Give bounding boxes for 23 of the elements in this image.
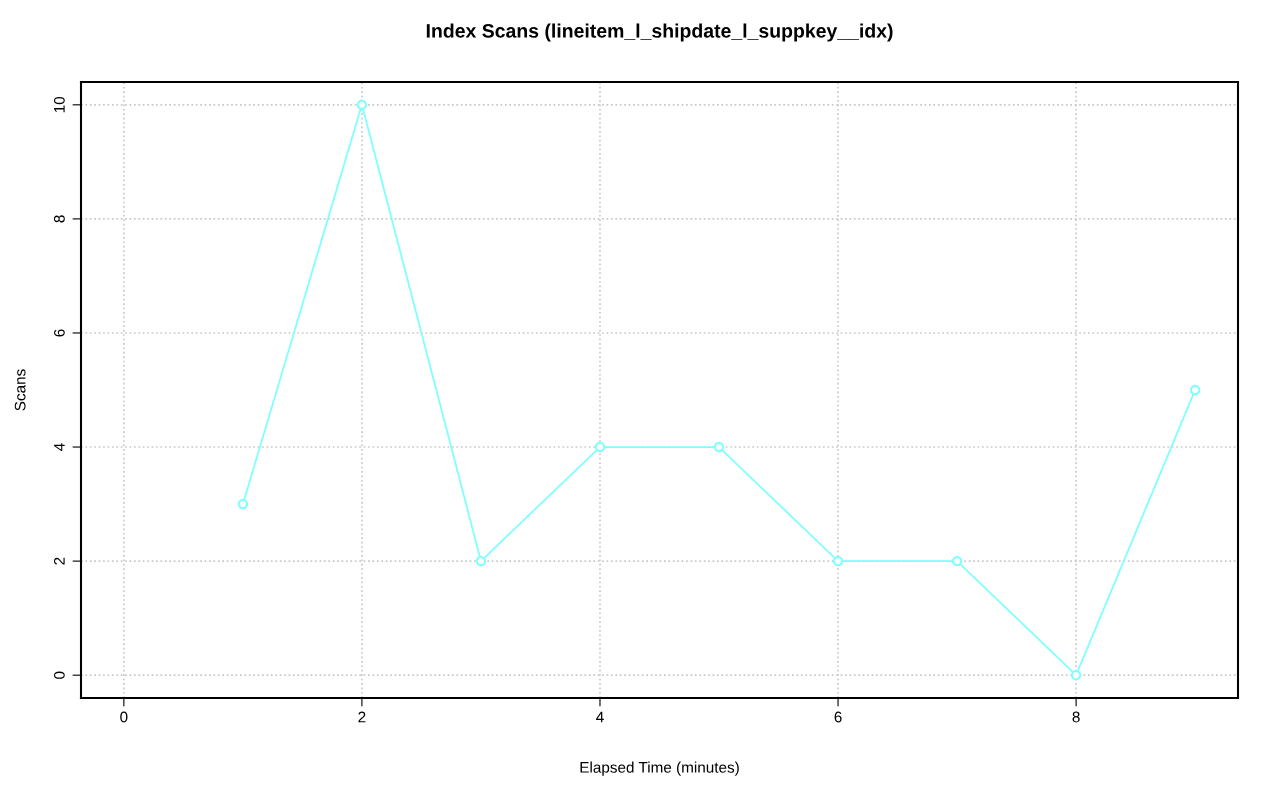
point: [832, 555, 844, 567]
point: [951, 555, 963, 567]
x-tick-label: 6: [834, 711, 842, 723]
y-axis-title: Scans: [14, 369, 26, 411]
y-tick-label: 10: [53, 96, 65, 113]
x-axis-title: Elapsed Time (minutes): [580, 761, 739, 776]
y-tick-label: 6: [53, 329, 65, 337]
y-tick-label: 2: [53, 557, 65, 565]
point: [713, 441, 725, 453]
y-tick-label: 0: [53, 671, 65, 679]
x-tick-label: 8: [1072, 711, 1080, 723]
x-tick-label: 2: [358, 711, 366, 723]
point: [475, 555, 487, 567]
x-tick-label: 4: [596, 711, 604, 723]
point: [594, 441, 606, 453]
point: [1189, 384, 1201, 396]
point: [356, 99, 368, 111]
point: [1070, 669, 1082, 681]
y-tick-label: 8: [53, 215, 65, 223]
x-tick-label: 0: [120, 711, 128, 723]
y-tick-label: 4: [54, 443, 65, 451]
chart-title: Index Scans (lineitem_l_shipdate_l_suppkey__idx): [426, 23, 893, 42]
point: [237, 498, 249, 510]
